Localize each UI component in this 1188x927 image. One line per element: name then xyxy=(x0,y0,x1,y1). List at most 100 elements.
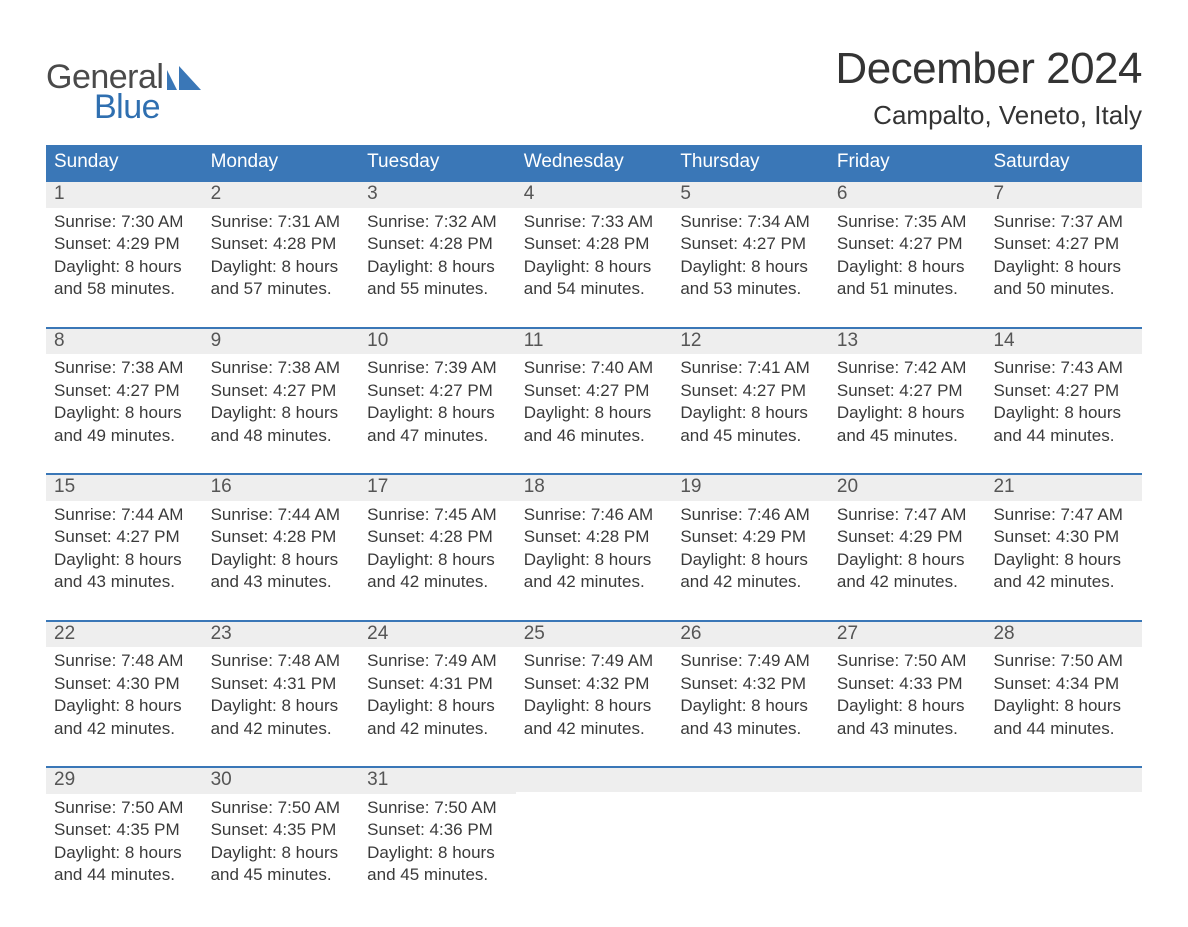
day-number: 24 xyxy=(359,622,516,648)
location-subtitle: Campalto, Veneto, Italy xyxy=(835,100,1142,131)
day-number: 5 xyxy=(672,182,829,208)
day-number: 12 xyxy=(672,329,829,355)
daylight-line-2: and 44 minutes. xyxy=(993,718,1134,740)
daylight-line-1: Daylight: 8 hours xyxy=(837,695,978,717)
calendar-day-cell: 18Sunrise: 7:46 AMSunset: 4:28 PMDayligh… xyxy=(516,475,673,594)
daylight-line-2: and 43 minutes. xyxy=(54,571,195,593)
weekday-header: Tuesday xyxy=(359,145,516,180)
sunset-text: Sunset: 4:29 PM xyxy=(680,526,821,548)
day-details: Sunrise: 7:39 AMSunset: 4:27 PMDaylight:… xyxy=(359,354,516,447)
sunset-text: Sunset: 4:27 PM xyxy=(680,233,821,255)
sunset-text: Sunset: 4:31 PM xyxy=(367,673,508,695)
day-number xyxy=(985,768,1142,792)
sunset-text: Sunset: 4:35 PM xyxy=(54,819,195,841)
sunset-text: Sunset: 4:27 PM xyxy=(993,380,1134,402)
sunset-text: Sunset: 4:35 PM xyxy=(211,819,352,841)
sunset-text: Sunset: 4:29 PM xyxy=(837,526,978,548)
calendar-day-cell: 31Sunrise: 7:50 AMSunset: 4:36 PMDayligh… xyxy=(359,768,516,887)
day-details: Sunrise: 7:50 AMSunset: 4:36 PMDaylight:… xyxy=(359,794,516,887)
day-details: Sunrise: 7:50 AMSunset: 4:35 PMDaylight:… xyxy=(46,794,203,887)
day-details: Sunrise: 7:33 AMSunset: 4:28 PMDaylight:… xyxy=(516,208,673,301)
day-number: 25 xyxy=(516,622,673,648)
sunrise-text: Sunrise: 7:50 AM xyxy=(367,797,508,819)
sunrise-text: Sunrise: 7:46 AM xyxy=(680,504,821,526)
daylight-line-1: Daylight: 8 hours xyxy=(367,256,508,278)
sunset-text: Sunset: 4:28 PM xyxy=(367,526,508,548)
calendar-day-cell: 6Sunrise: 7:35 AMSunset: 4:27 PMDaylight… xyxy=(829,182,986,301)
sunset-text: Sunset: 4:32 PM xyxy=(524,673,665,695)
calendar-day-cell xyxy=(516,768,673,887)
daylight-line-1: Daylight: 8 hours xyxy=(524,695,665,717)
day-details: Sunrise: 7:48 AMSunset: 4:30 PMDaylight:… xyxy=(46,647,203,740)
title-block: December 2024 Campalto, Veneto, Italy xyxy=(835,34,1142,131)
sunset-text: Sunset: 4:28 PM xyxy=(211,526,352,548)
calendar-day-cell: 24Sunrise: 7:49 AMSunset: 4:31 PMDayligh… xyxy=(359,622,516,741)
daylight-line-2: and 42 minutes. xyxy=(367,718,508,740)
daylight-line-1: Daylight: 8 hours xyxy=(211,402,352,424)
sunrise-text: Sunrise: 7:48 AM xyxy=(211,650,352,672)
calendar-day-cell: 1Sunrise: 7:30 AMSunset: 4:29 PMDaylight… xyxy=(46,182,203,301)
daylight-line-1: Daylight: 8 hours xyxy=(680,256,821,278)
calendar-day-cell: 17Sunrise: 7:45 AMSunset: 4:28 PMDayligh… xyxy=(359,475,516,594)
day-details: Sunrise: 7:50 AMSunset: 4:34 PMDaylight:… xyxy=(985,647,1142,740)
calendar-day-cell: 5 Sunrise: 7:34 AMSunset: 4:27 PMDaylight… xyxy=(672,182,829,301)
day-number: 13 xyxy=(829,329,986,355)
day-number: 1 xyxy=(46,182,203,208)
day-number: 3 xyxy=(359,182,516,208)
weekday-header: Sunday xyxy=(46,145,203,180)
calendar-day-cell: 4Sunrise: 7:33 AMSunset: 4:28 PMDaylight… xyxy=(516,182,673,301)
weekday-header: Wednesday xyxy=(516,145,673,180)
daylight-line-2: and 45 minutes. xyxy=(367,864,508,886)
sunset-text: Sunset: 4:27 PM xyxy=(54,380,195,402)
day-details: Sunrise: 7:41 AMSunset: 4:27 PMDaylight:… xyxy=(672,354,829,447)
day-number: 6 xyxy=(829,182,986,208)
calendar-grid: Sunday Monday Tuesday Wednesday Thursday… xyxy=(46,145,1142,887)
calendar-day-cell: 28Sunrise: 7:50 AMSunset: 4:34 PMDayligh… xyxy=(985,622,1142,741)
sunrise-text: Sunrise: 7:42 AM xyxy=(837,357,978,379)
daylight-line-2: and 43 minutes. xyxy=(680,718,821,740)
daylight-line-2: and 44 minutes. xyxy=(54,864,195,886)
calendar-day-cell: 20Sunrise: 7:47 AMSunset: 4:29 PMDayligh… xyxy=(829,475,986,594)
sunset-text: Sunset: 4:27 PM xyxy=(680,380,821,402)
daylight-line-2: and 58 minutes. xyxy=(54,278,195,300)
sunset-text: Sunset: 4:36 PM xyxy=(367,819,508,841)
day-details: Sunrise: 7:45 AMSunset: 4:28 PMDaylight:… xyxy=(359,501,516,594)
day-details: Sunrise: 7:44 AMSunset: 4:27 PMDaylight:… xyxy=(46,501,203,594)
weekday-header: Saturday xyxy=(985,145,1142,180)
sunrise-text: Sunrise: 7:39 AM xyxy=(367,357,508,379)
sunset-text: Sunset: 4:29 PM xyxy=(54,233,195,255)
daylight-line-1: Daylight: 8 hours xyxy=(680,695,821,717)
day-details: Sunrise: 7:32 AMSunset: 4:28 PMDaylight:… xyxy=(359,208,516,301)
sunset-text: Sunset: 4:27 PM xyxy=(54,526,195,548)
sunrise-text: Sunrise: 7:34 AM xyxy=(680,211,821,233)
day-details: Sunrise: 7:31 AMSunset: 4:28 PMDaylight:… xyxy=(203,208,360,301)
calendar-page: General Blue December 2024 Campalto, Ven… xyxy=(0,0,1188,927)
sunset-text: Sunset: 4:28 PM xyxy=(524,233,665,255)
daylight-line-1: Daylight: 8 hours xyxy=(680,549,821,571)
daylight-line-2: and 50 minutes. xyxy=(993,278,1134,300)
calendar-week-row: 29Sunrise: 7:50 AMSunset: 4:35 PMDayligh… xyxy=(46,766,1142,887)
daylight-line-2: and 42 minutes. xyxy=(837,571,978,593)
daylight-line-1: Daylight: 8 hours xyxy=(993,695,1134,717)
daylight-line-1: Daylight: 8 hours xyxy=(367,842,508,864)
weekday-header: Friday xyxy=(829,145,986,180)
calendar-week-row: 1Sunrise: 7:30 AMSunset: 4:29 PMDaylight… xyxy=(46,180,1142,301)
daylight-line-1: Daylight: 8 hours xyxy=(211,549,352,571)
calendar-day-cell: 12Sunrise: 7:41 AMSunset: 4:27 PMDayligh… xyxy=(672,329,829,448)
calendar-day-cell: 29Sunrise: 7:50 AMSunset: 4:35 PMDayligh… xyxy=(46,768,203,887)
day-number: 31 xyxy=(359,768,516,794)
sunset-text: Sunset: 4:27 PM xyxy=(993,233,1134,255)
day-details: Sunrise: 7:46 AMSunset: 4:28 PMDaylight:… xyxy=(516,501,673,594)
daylight-line-2: and 45 minutes. xyxy=(837,425,978,447)
daylight-line-1: Daylight: 8 hours xyxy=(211,256,352,278)
day-number: 18 xyxy=(516,475,673,501)
day-details: Sunrise: 7:49 AMSunset: 4:32 PMDaylight:… xyxy=(516,647,673,740)
day-details: Sunrise: 7:38 AMSunset: 4:27 PMDaylight:… xyxy=(46,354,203,447)
daylight-line-1: Daylight: 8 hours xyxy=(524,549,665,571)
sunrise-text: Sunrise: 7:50 AM xyxy=(837,650,978,672)
sunset-text: Sunset: 4:34 PM xyxy=(993,673,1134,695)
daylight-line-2: and 43 minutes. xyxy=(211,571,352,593)
daylight-line-1: Daylight: 8 hours xyxy=(211,842,352,864)
sunrise-text: Sunrise: 7:31 AM xyxy=(211,211,352,233)
day-details: Sunrise: 7:47 AMSunset: 4:30 PMDaylight:… xyxy=(985,501,1142,594)
